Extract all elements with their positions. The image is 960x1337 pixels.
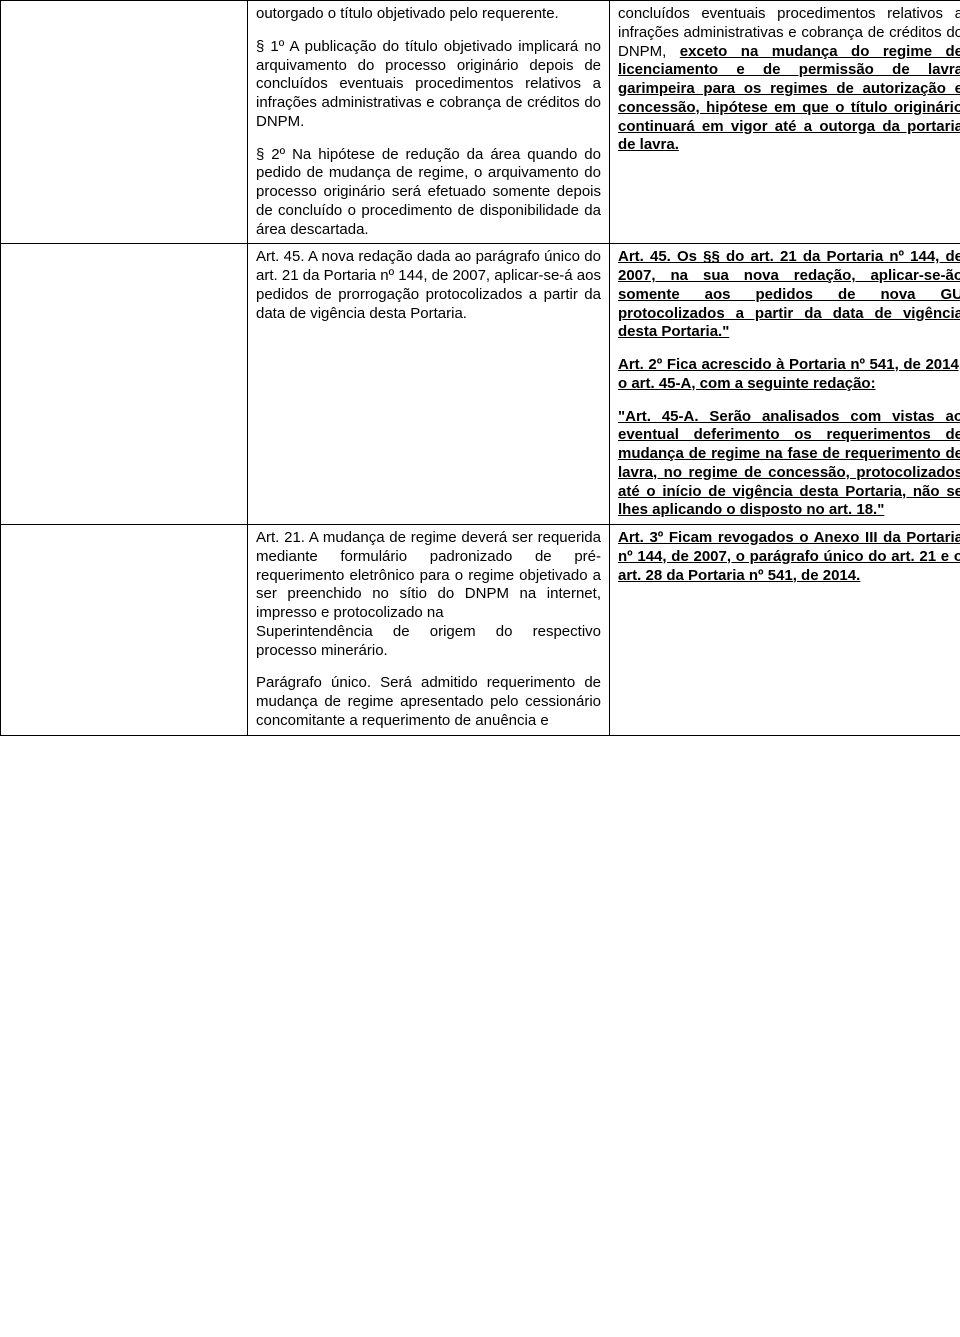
paragraph: Art. 2º Fica acrescido à Portaria nº 541…: [618, 356, 960, 394]
cell-right: concluídos eventuais procedimentos relat…: [610, 1, 960, 244]
table-row: outorgado o título objetivado pelo reque…: [1, 1, 960, 244]
cell-right: Art. 45. Os §§ do art. 21 da Portaria nº…: [610, 244, 960, 525]
text-underlined: "Art. 45-A. Serão analisados com vistas …: [618, 408, 960, 519]
paragraph: Art. 45. A nova redação dada ao parágraf…: [256, 248, 601, 323]
paragraph: Art. 3º Ficam revogados o Anexo III da P…: [618, 529, 960, 585]
paragraph: Art. 45. Os §§ do art. 21 da Portaria nº…: [618, 248, 960, 342]
text-underlined: Art. 3º Ficam revogados o Anexo III da P…: [618, 529, 960, 584]
cell-left: [1, 1, 248, 244]
table-row: Art. 45. A nova redação dada ao parágraf…: [1, 244, 960, 525]
paragraph: concluídos eventuais procedimentos relat…: [618, 5, 960, 155]
paragraph: Superintendência de origem do respectivo…: [256, 623, 601, 661]
paragraph: "Art. 45-A. Serão analisados com vistas …: [618, 408, 960, 521]
cell-mid: Art. 21. A mudança de regime deverá ser …: [248, 525, 610, 736]
cell-left: [1, 525, 248, 736]
paragraph: Parágrafo único. Será admitido requerime…: [256, 674, 601, 730]
paragraph: § 2º Na hipótese de redução da área quan…: [256, 146, 601, 240]
cell-mid: outorgado o título objetivado pelo reque…: [248, 1, 610, 244]
paragraph: § 1º A publicação do título objetivado i…: [256, 38, 601, 132]
cell-right: Art. 3º Ficam revogados o Anexo III da P…: [610, 525, 960, 736]
text-underlined: Art. 45. Os §§ do art. 21 da Portaria nº…: [618, 248, 960, 340]
cell-mid: Art. 45. A nova redação dada ao parágraf…: [248, 244, 610, 525]
paragraph: Art. 21. A mudança de regime deverá ser …: [256, 529, 601, 623]
text-underlined: Art. 2º Fica acrescido à Portaria nº 541…: [618, 356, 960, 392]
table-row: Art. 21. A mudança de regime deverá ser …: [1, 525, 960, 736]
cell-left: [1, 244, 248, 525]
comparison-table: outorgado o título objetivado pelo reque…: [0, 0, 960, 736]
paragraph: outorgado o título objetivado pelo reque…: [256, 5, 601, 24]
